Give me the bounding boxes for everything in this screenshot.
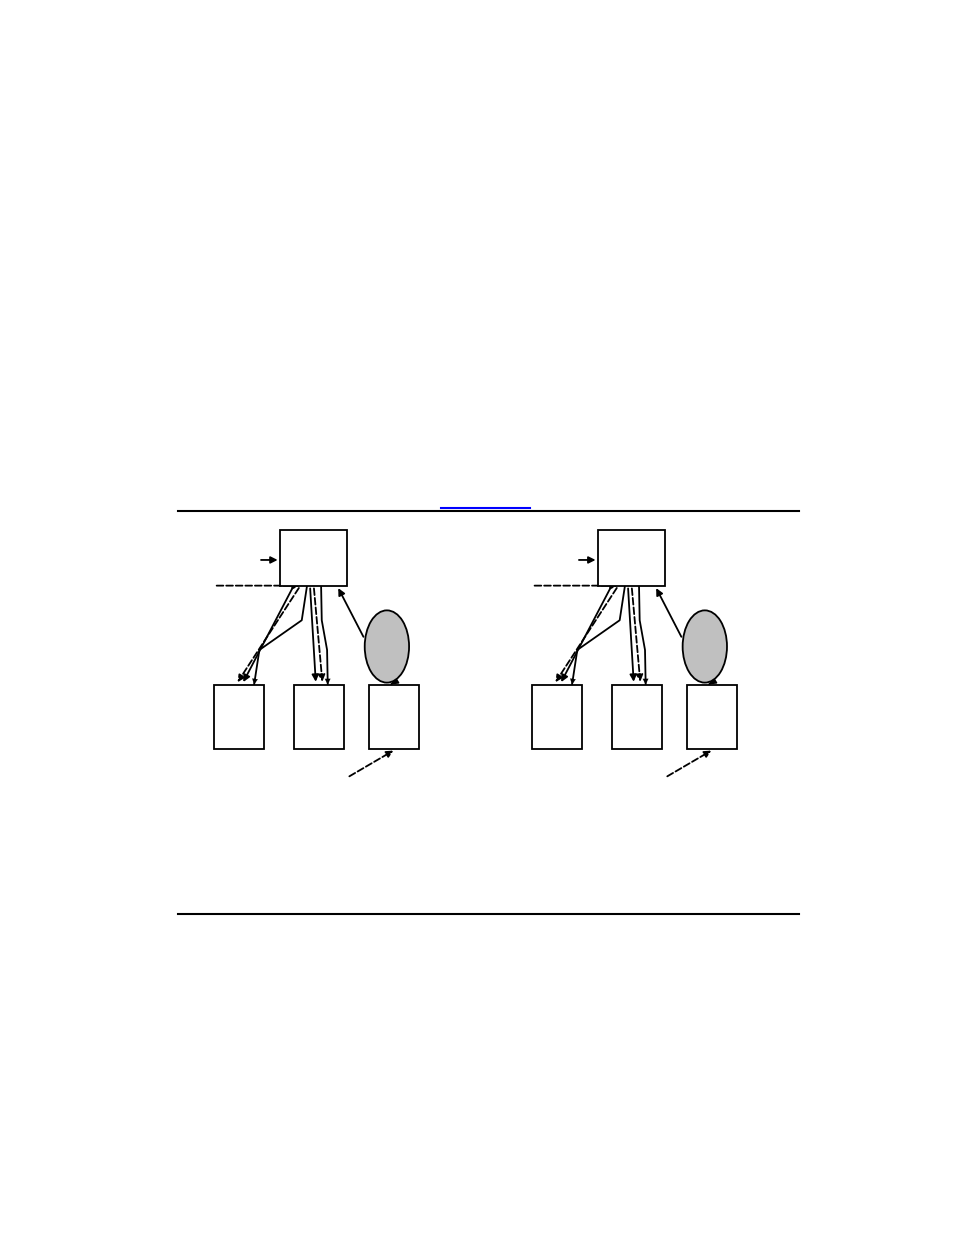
Bar: [213, 684, 264, 750]
Bar: [280, 531, 347, 585]
Bar: [598, 531, 664, 585]
Ellipse shape: [364, 610, 409, 683]
Bar: [531, 684, 581, 750]
Bar: [294, 684, 344, 750]
Bar: [686, 684, 737, 750]
Bar: [369, 684, 419, 750]
Bar: [611, 684, 661, 750]
Ellipse shape: [682, 610, 726, 683]
